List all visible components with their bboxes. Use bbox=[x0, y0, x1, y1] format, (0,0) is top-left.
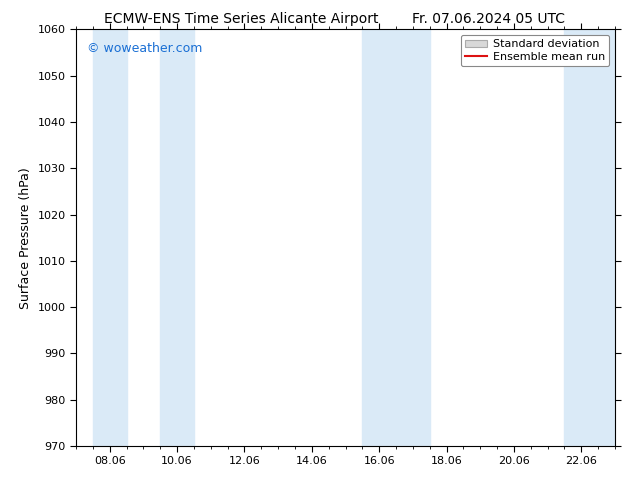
Y-axis label: Surface Pressure (hPa): Surface Pressure (hPa) bbox=[19, 167, 32, 309]
Text: Fr. 07.06.2024 05 UTC: Fr. 07.06.2024 05 UTC bbox=[411, 12, 565, 26]
Text: © woweather.com: © woweather.com bbox=[87, 42, 202, 55]
Bar bbox=[160, 29, 194, 446]
Legend: Standard deviation, Ensemble mean run: Standard deviation, Ensemble mean run bbox=[460, 35, 609, 66]
Bar bbox=[93, 29, 127, 446]
Bar bbox=[363, 29, 430, 446]
Bar bbox=[564, 29, 615, 446]
Text: ECMW-ENS Time Series Alicante Airport: ECMW-ENS Time Series Alicante Airport bbox=[104, 12, 378, 26]
